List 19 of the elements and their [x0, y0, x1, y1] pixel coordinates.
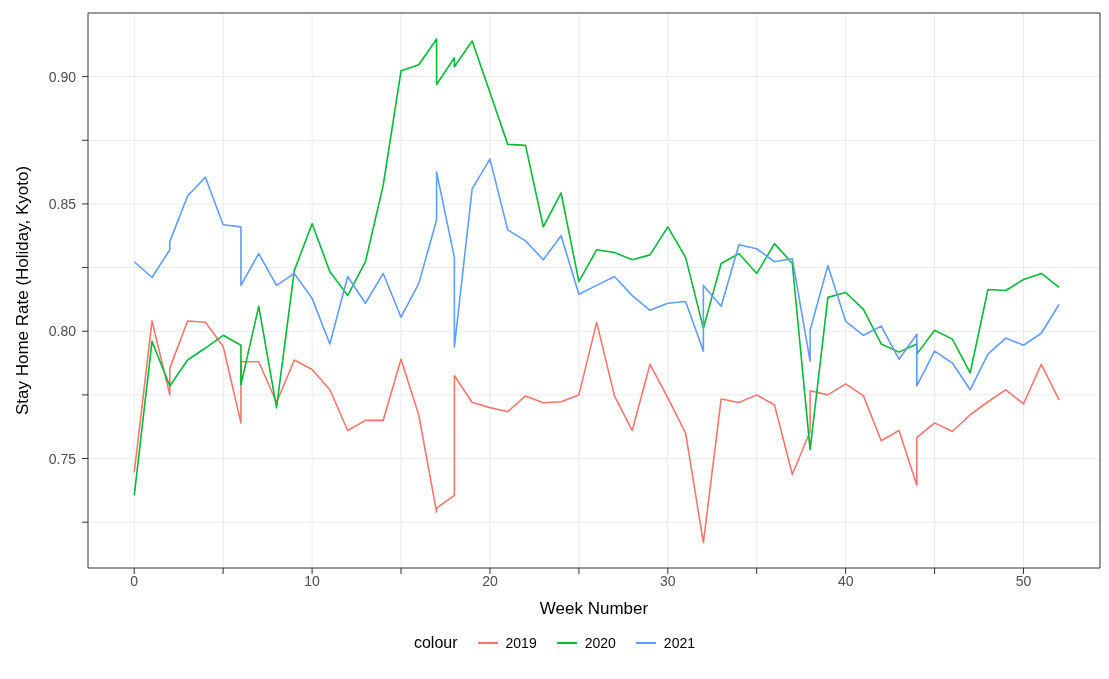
x-tick-label: 10: [304, 572, 321, 589]
y-tick-label: 0.90: [48, 68, 77, 85]
x-tick-label: 20: [482, 572, 498, 589]
line-series: [133, 320, 1060, 544]
y-tick-label: 0.75: [48, 450, 77, 467]
legend-label: 2020: [584, 635, 616, 651]
y-tick-label: 0.80: [48, 323, 77, 340]
legend-label: 2019: [505, 635, 537, 651]
legend-title: colour: [413, 634, 458, 652]
x-tick-label: 50: [1015, 572, 1032, 589]
legend-label: 2021: [663, 635, 696, 651]
y-axis-title: Stay Home Rate (Holiday, Kyoto): [13, 165, 33, 416]
y-tick-label: 0.85: [48, 195, 77, 212]
x-tick-label: 30: [660, 572, 676, 589]
x-axis-title: Week Number: [539, 599, 649, 618]
line-series: [133, 38, 1060, 497]
x-tick-label: 0: [130, 572, 139, 589]
line-series: [133, 158, 1060, 391]
x-tick-label: 40: [837, 572, 854, 589]
